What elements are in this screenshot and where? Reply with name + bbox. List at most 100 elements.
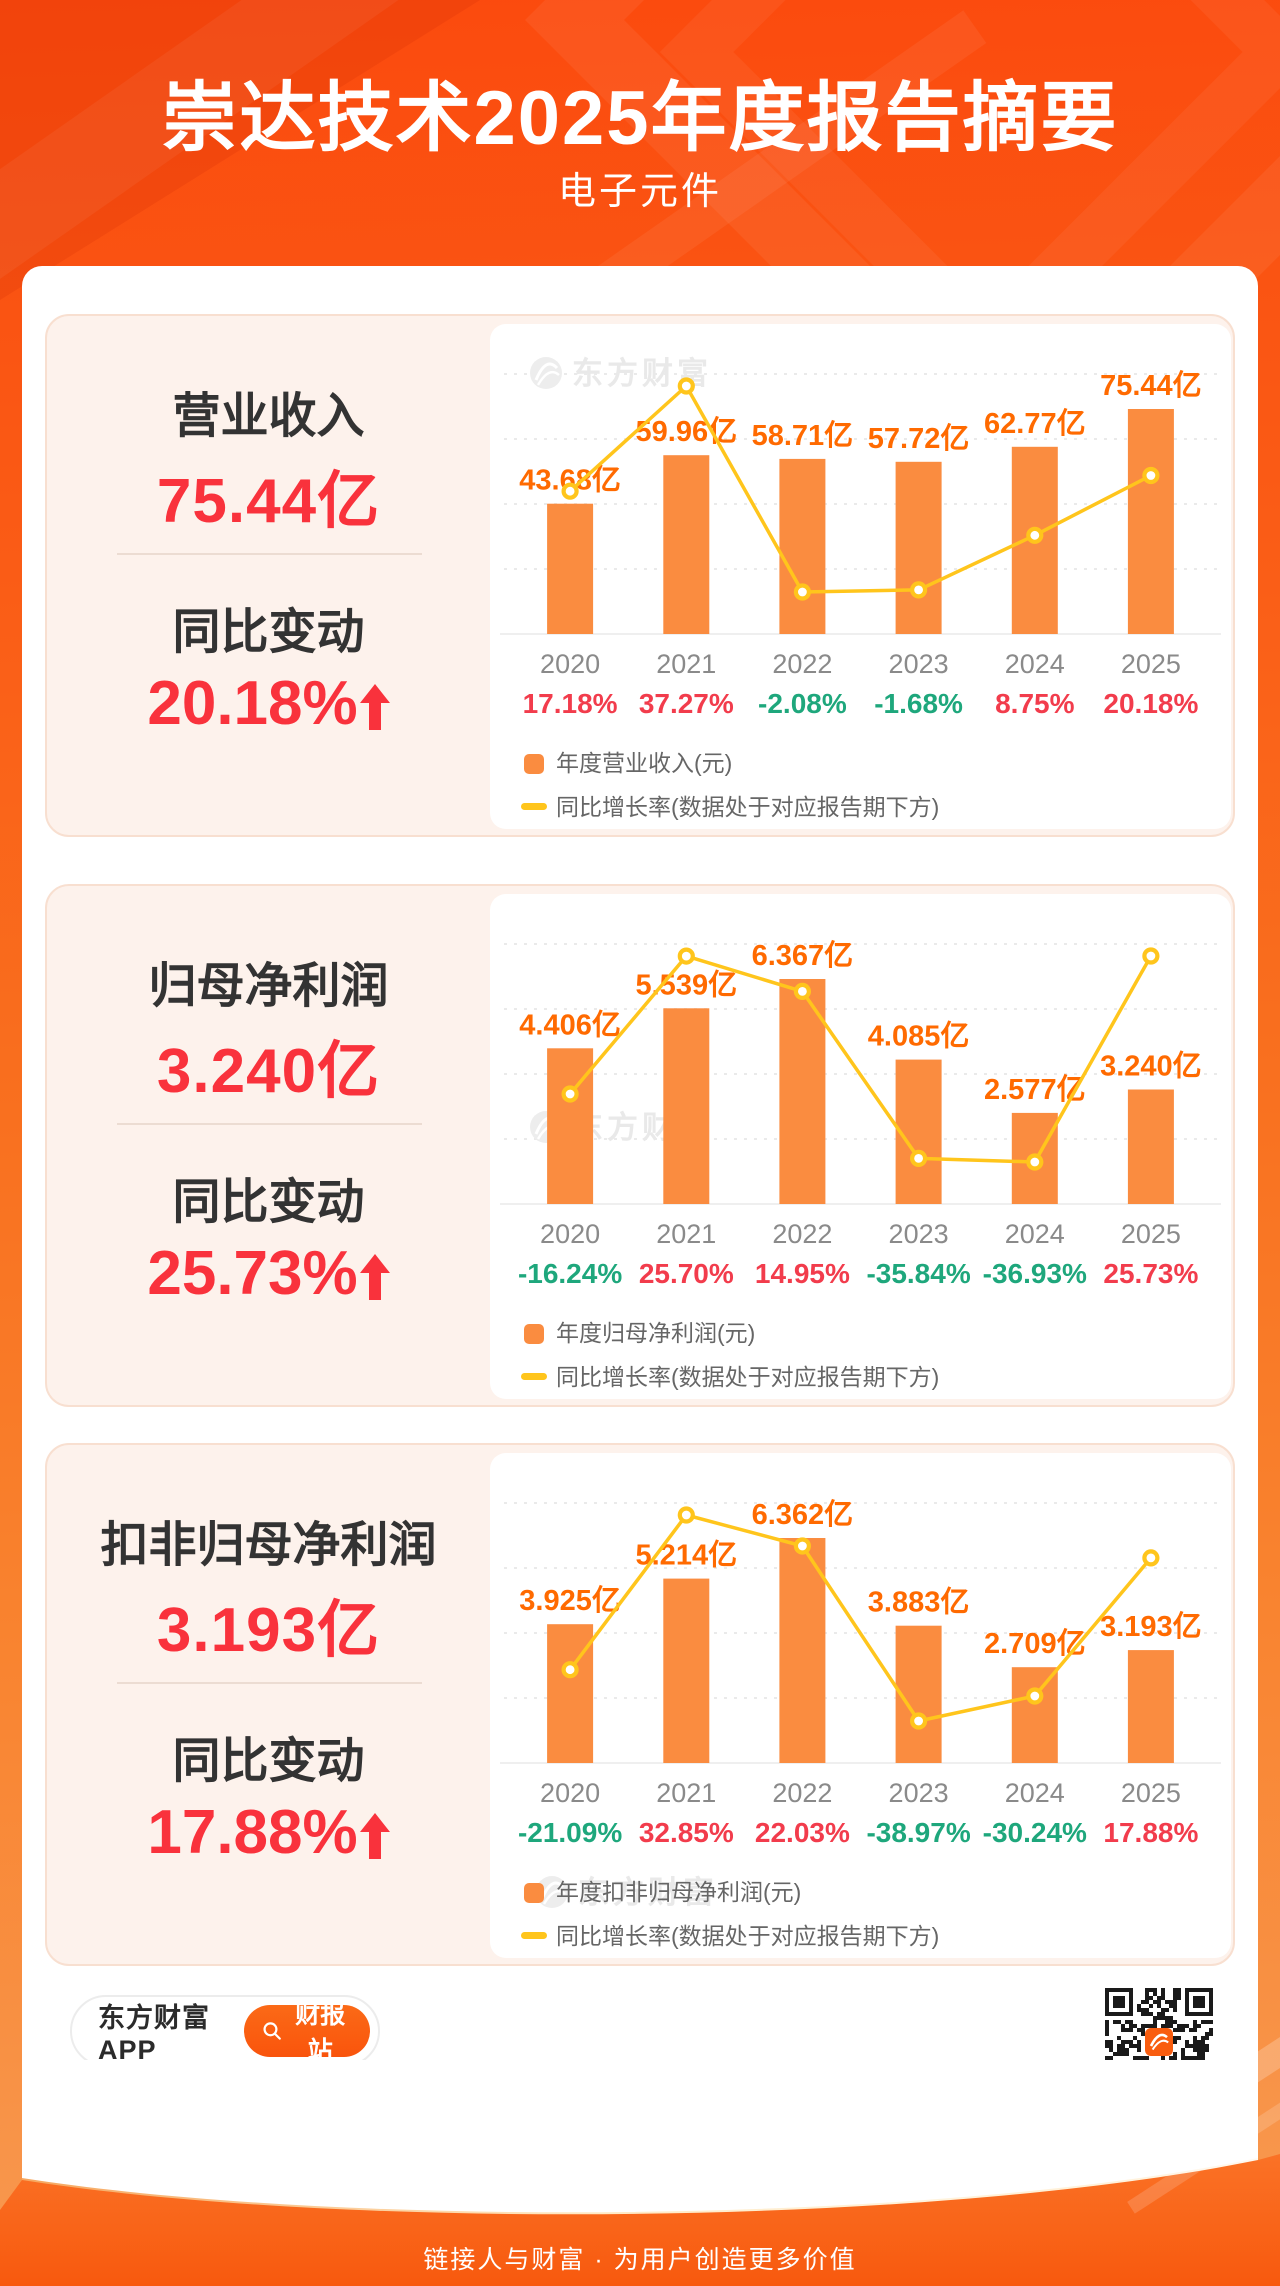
legend-line-swatch: [521, 803, 547, 810]
growth-label: 17.18%: [523, 688, 618, 719]
year-label: 2023: [889, 649, 949, 679]
divider: [117, 553, 422, 555]
line-dot: [910, 1712, 928, 1730]
up-arrow-icon: [359, 1813, 390, 1859]
year-label: 2022: [772, 649, 832, 679]
change-label: 同比变动: [172, 1176, 365, 1229]
revenue-metric-column: 营业收入 75.44亿 同比变动 20.18%: [47, 316, 490, 835]
search-icon: [263, 2022, 281, 2040]
divider: [117, 1682, 422, 1684]
legend-bar-swatch: [524, 754, 544, 774]
bar: [895, 1059, 942, 1204]
year-label: 2021: [656, 1219, 716, 1249]
bar-value-label: 58.71亿: [752, 419, 854, 452]
bar: [547, 1624, 594, 1763]
up-arrow-icon: [359, 684, 390, 730]
year-label: 2025: [1121, 1778, 1181, 1808]
line-dot: [677, 1506, 695, 1524]
net-profit-card: 归母净利润 3.240亿 同比变动 25.73% 东方财富 4.406亿 2020-…: [45, 884, 1235, 1407]
growth-label: 17.88%: [1103, 1817, 1198, 1848]
bar-value-label: 3.883亿: [868, 1586, 970, 1619]
bar-value-label: 75.44亿: [1100, 369, 1202, 402]
growth-label: 22.03%: [755, 1817, 850, 1848]
year-label: 2022: [772, 1219, 832, 1249]
growth-label: -2.08%: [758, 688, 847, 719]
revenue-chart: 东方财富 43.68亿 2020 17.18% 59.96亿 2021 37.27% 58.7…: [490, 324, 1231, 829]
line-dot: [1026, 526, 1044, 544]
bar: [547, 503, 594, 634]
bar: [1011, 1667, 1058, 1763]
bar: [779, 458, 826, 634]
bar: [663, 1578, 710, 1763]
bar-value-label: 3.925亿: [519, 1584, 621, 1617]
year-label: 2024: [1005, 649, 1065, 679]
legend-line-swatch: [521, 1932, 547, 1939]
line-dot: [561, 482, 579, 500]
metric-value: 75.44亿: [156, 467, 381, 536]
growth-label: -36.93%: [983, 1258, 1087, 1289]
growth-label: 8.75%: [995, 688, 1074, 719]
metric-label: 归母净利润: [148, 960, 389, 1013]
bar-value-label: 5.214亿: [636, 1539, 738, 1572]
divider: [117, 1123, 422, 1125]
metric-value: 3.240亿: [156, 1037, 381, 1106]
bar: [895, 1625, 942, 1763]
growth-label: -1.68%: [874, 688, 963, 719]
bar: [663, 455, 710, 634]
year-label: 2023: [889, 1219, 949, 1249]
change-value: 17.88%: [47, 1797, 490, 1868]
year-label: 2022: [772, 1778, 832, 1808]
line-dot: [793, 982, 811, 1001]
year-label: 2024: [1005, 1219, 1065, 1249]
line-dot: [1026, 1687, 1044, 1705]
legend-bar-label: 年度归母净利润(元): [556, 1320, 755, 1346]
year-label: 2024: [1005, 1778, 1065, 1808]
report-station-label: 财报站: [295, 2001, 346, 2065]
bar-value-label: 4.085亿: [868, 1020, 970, 1053]
metric-label: 营业收入: [172, 390, 365, 443]
growth-label: 25.70%: [639, 1258, 734, 1289]
year-label: 2021: [656, 1778, 716, 1808]
legend-bar-label: 年度扣非归母净利润(元): [556, 1879, 801, 1905]
net-profit-metric-column: 归母净利润 3.240亿 同比变动 25.73%: [47, 886, 490, 1405]
legend-bar-swatch: [524, 1324, 544, 1344]
line-dot: [677, 947, 695, 965]
non-recurring-profit-card: 扣非归母净利润 3.193亿 同比变动 17.88% 东方财富 3.925亿 202…: [45, 1443, 1235, 1966]
year-label: 2023: [889, 1778, 949, 1808]
change-label: 同比变动: [172, 1735, 365, 1788]
growth-label: 20.18%: [1103, 688, 1198, 719]
bar: [663, 1008, 710, 1204]
non-recurring-profit-chart: 东方财富 3.925亿 2020 -21.09% 5.214亿 2021 32.85% 6.3…: [490, 1453, 1231, 1958]
legend-line-label: 同比增长率(数据处于对应报告期下方): [556, 1364, 939, 1390]
growth-label: 37.27%: [639, 688, 734, 719]
line-dot: [793, 583, 811, 601]
bar-value-label: 3.193亿: [1100, 1610, 1202, 1643]
bar: [1127, 409, 1174, 634]
bar: [1127, 1650, 1174, 1763]
metric-label: 扣非归母净利润: [100, 1519, 437, 1572]
legend-line-label: 同比增长率(数据处于对应报告期下方): [556, 794, 939, 820]
growth-line: [568, 954, 1153, 1164]
growth-label: -35.84%: [866, 1258, 970, 1289]
growth-label: -30.24%: [983, 1817, 1087, 1848]
watermark-logo-icon: 东方财富: [536, 1875, 714, 1910]
growth-label: -38.97%: [866, 1817, 970, 1848]
report-station-button[interactable]: 财报站: [244, 2001, 370, 2065]
line-dot: [910, 1149, 928, 1167]
app-pill: 东方财富APP 财报站: [70, 1995, 380, 2067]
growth-label: 32.85%: [639, 1817, 734, 1848]
bottom-slogan: 链接人与财富 · 为用户创造更多价值: [423, 2246, 857, 2274]
bar-value-label: 4.406亿: [519, 1008, 621, 1041]
bar: [779, 1538, 826, 1763]
line-dot: [1142, 1549, 1160, 1567]
line-dot: [910, 581, 928, 599]
bar: [895, 461, 942, 634]
year-label: 2021: [656, 649, 716, 679]
growth-label: 14.95%: [755, 1258, 850, 1289]
growth-line: [568, 1513, 1153, 1723]
line-dot: [1142, 466, 1160, 485]
growth-label: 25.73%: [1103, 1258, 1198, 1289]
change-value: 20.18%: [47, 668, 490, 739]
change-value: 25.73%: [47, 1238, 490, 1309]
